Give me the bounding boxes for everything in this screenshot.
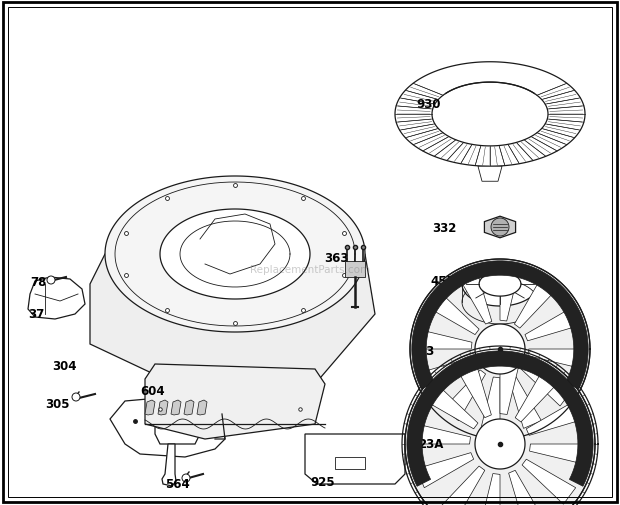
Polygon shape: [197, 400, 207, 415]
Polygon shape: [525, 308, 580, 341]
Polygon shape: [395, 63, 585, 167]
Polygon shape: [412, 424, 471, 444]
Polygon shape: [171, 400, 181, 415]
Polygon shape: [500, 357, 520, 415]
Text: 925: 925: [310, 475, 335, 488]
Polygon shape: [412, 261, 588, 389]
Polygon shape: [424, 384, 478, 429]
Polygon shape: [491, 219, 509, 236]
Text: 304: 304: [52, 359, 76, 372]
Polygon shape: [500, 267, 520, 321]
Text: 455: 455: [430, 274, 454, 287]
Polygon shape: [484, 217, 516, 238]
Polygon shape: [508, 470, 544, 505]
Polygon shape: [184, 400, 194, 415]
Polygon shape: [158, 400, 168, 415]
Polygon shape: [416, 453, 474, 488]
Polygon shape: [410, 260, 590, 439]
Polygon shape: [526, 400, 584, 435]
Polygon shape: [162, 444, 176, 486]
Polygon shape: [407, 351, 593, 486]
Polygon shape: [475, 419, 525, 469]
Polygon shape: [462, 263, 538, 307]
Text: 332: 332: [432, 222, 456, 234]
Polygon shape: [478, 167, 502, 182]
Polygon shape: [440, 466, 485, 505]
Polygon shape: [90, 255, 375, 394]
Polygon shape: [508, 374, 541, 429]
Text: 37: 37: [28, 308, 44, 320]
Circle shape: [182, 474, 190, 482]
Polygon shape: [145, 400, 155, 415]
Polygon shape: [160, 210, 310, 299]
Polygon shape: [428, 292, 479, 335]
Text: 604: 604: [140, 384, 165, 397]
Text: 23: 23: [418, 344, 434, 358]
Polygon shape: [479, 272, 521, 296]
Bar: [335, 457, 365, 469]
Polygon shape: [105, 177, 365, 332]
Polygon shape: [28, 277, 85, 319]
Polygon shape: [405, 349, 595, 505]
Polygon shape: [522, 459, 576, 504]
Polygon shape: [420, 358, 475, 391]
Text: 564: 564: [165, 477, 190, 490]
Circle shape: [47, 276, 55, 284]
Polygon shape: [480, 474, 500, 505]
Polygon shape: [521, 364, 572, 406]
Text: 363: 363: [324, 251, 348, 265]
Polygon shape: [155, 419, 200, 444]
Polygon shape: [515, 278, 557, 328]
Polygon shape: [515, 369, 560, 422]
Polygon shape: [305, 434, 405, 484]
Polygon shape: [480, 377, 500, 432]
Text: 78: 78: [30, 275, 46, 288]
Polygon shape: [345, 262, 365, 277]
Polygon shape: [456, 361, 492, 418]
Polygon shape: [417, 330, 472, 349]
Text: 930: 930: [416, 98, 440, 111]
Text: 23A: 23A: [418, 437, 443, 450]
Polygon shape: [145, 364, 325, 439]
Polygon shape: [475, 324, 525, 374]
Polygon shape: [432, 83, 548, 146]
Polygon shape: [443, 370, 485, 421]
Circle shape: [72, 393, 80, 401]
Polygon shape: [528, 349, 583, 369]
Polygon shape: [529, 444, 587, 465]
Text: ReplacementParts.com: ReplacementParts.com: [250, 265, 370, 274]
Polygon shape: [459, 270, 492, 324]
Text: 305: 305: [45, 397, 69, 410]
Polygon shape: [110, 397, 225, 457]
